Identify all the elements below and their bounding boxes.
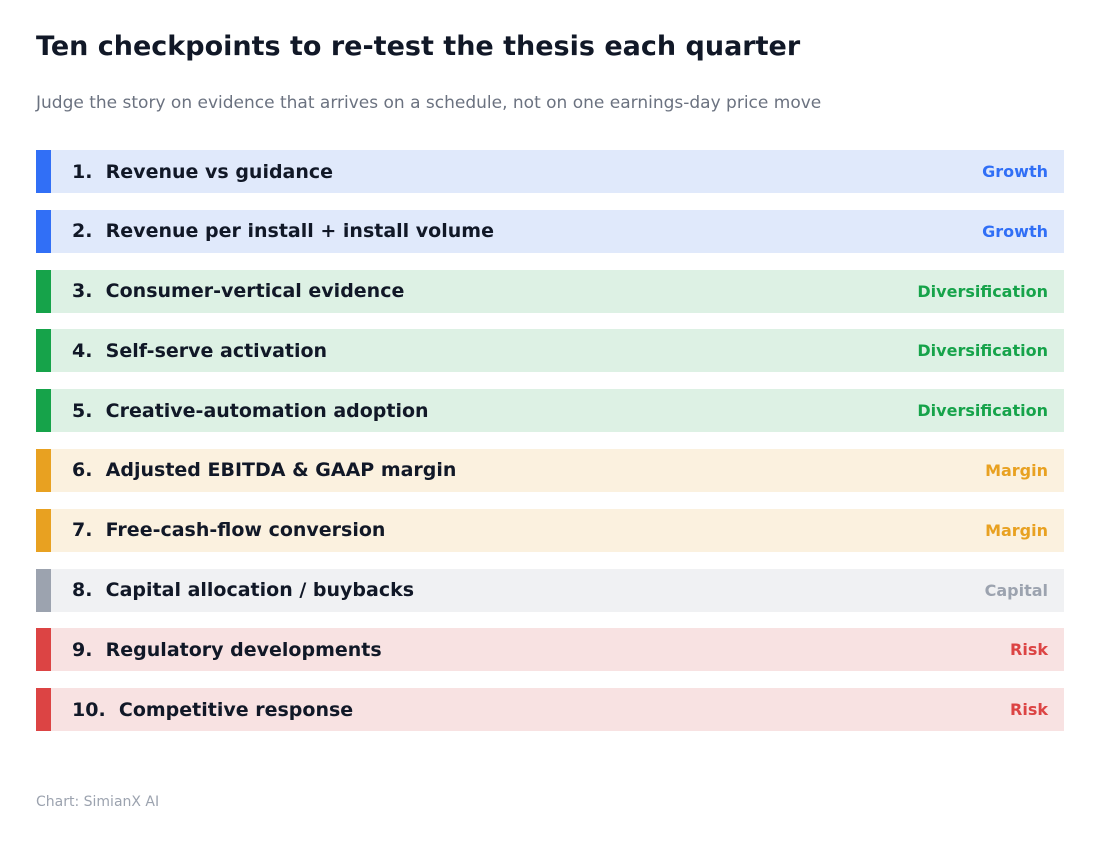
chart-subtitle: Judge the story on evidence that arrives… [36, 93, 822, 113]
category-color-bar [36, 448, 51, 492]
checkpoint-label: 7. Free-cash-flow conversion [72, 519, 386, 542]
checkpoint-row: 3. Consumer-vertical evidence Diversifica… [36, 269, 1064, 313]
category-tag: Risk [1010, 640, 1048, 660]
checkpoint-label: 1. Revenue vs guidance [72, 160, 334, 183]
chart-title: Ten checkpoints to re-test the thesis ea… [36, 31, 801, 62]
category-color-bar [36, 508, 51, 552]
checkpoint-label: 5. Creative-automation adoption [72, 399, 429, 422]
category-tag: Margin [985, 520, 1048, 540]
checkpoint-row: 4. Self-serve activation Diversification [36, 329, 1064, 373]
checkpoint-row: 1. Revenue vs guidance Growth [36, 150, 1064, 193]
checkpoint-row: 8. Capital allocation / buybacks Capital [36, 568, 1064, 612]
category-color-bar [36, 150, 51, 193]
chart-source-credit: Chart: SimianX AI [36, 794, 160, 810]
checkpoint-row: 6. Adjusted EBITDA & GAAP margin Margin [36, 448, 1064, 492]
category-tag: Diversification [917, 281, 1048, 301]
category-color-bar [36, 329, 51, 373]
checkpoint-list: 1. Revenue vs guidance Growth 2. Revenue p… [36, 150, 1064, 748]
checkpoint-label: 4. Self-serve activation [72, 339, 328, 362]
category-color-bar [36, 389, 51, 433]
checkpoint-row: 9. Regulatory developments Risk [36, 628, 1064, 672]
checkpoint-label: 9. Regulatory developments [72, 638, 382, 661]
category-color-bar [36, 688, 51, 732]
checkpoint-label: 3. Consumer-vertical evidence [72, 280, 405, 303]
checkpoint-label: 6. Adjusted EBITDA & GAAP margin [72, 459, 457, 482]
category-color-bar [36, 209, 51, 253]
category-color-bar [36, 628, 51, 672]
category-tag: Diversification [917, 341, 1048, 361]
checkpoint-label: 8. Capital allocation / buybacks [72, 579, 415, 602]
category-tag: Margin [985, 460, 1048, 480]
checkpoint-row: 7. Free-cash-flow conversion Margin [36, 508, 1064, 552]
category-color-bar [36, 269, 51, 313]
checkpoint-row: 5. Creative-automation adoption Diversifi… [36, 389, 1064, 433]
category-color-bar [36, 568, 51, 612]
category-tag: Diversification [917, 401, 1048, 421]
category-tag: Growth [982, 162, 1048, 181]
category-tag: Capital [984, 580, 1048, 600]
checkpoint-label: 2. Revenue per install + install volume [72, 220, 494, 243]
category-tag: Growth [982, 221, 1048, 241]
checkpoint-label: 10. Competitive response [72, 698, 354, 721]
checkpoint-row: 10. Competitive response Risk [36, 688, 1064, 732]
checkpoint-row: 2. Revenue per install + install volume G… [36, 209, 1064, 253]
category-tag: Risk [1010, 700, 1048, 720]
